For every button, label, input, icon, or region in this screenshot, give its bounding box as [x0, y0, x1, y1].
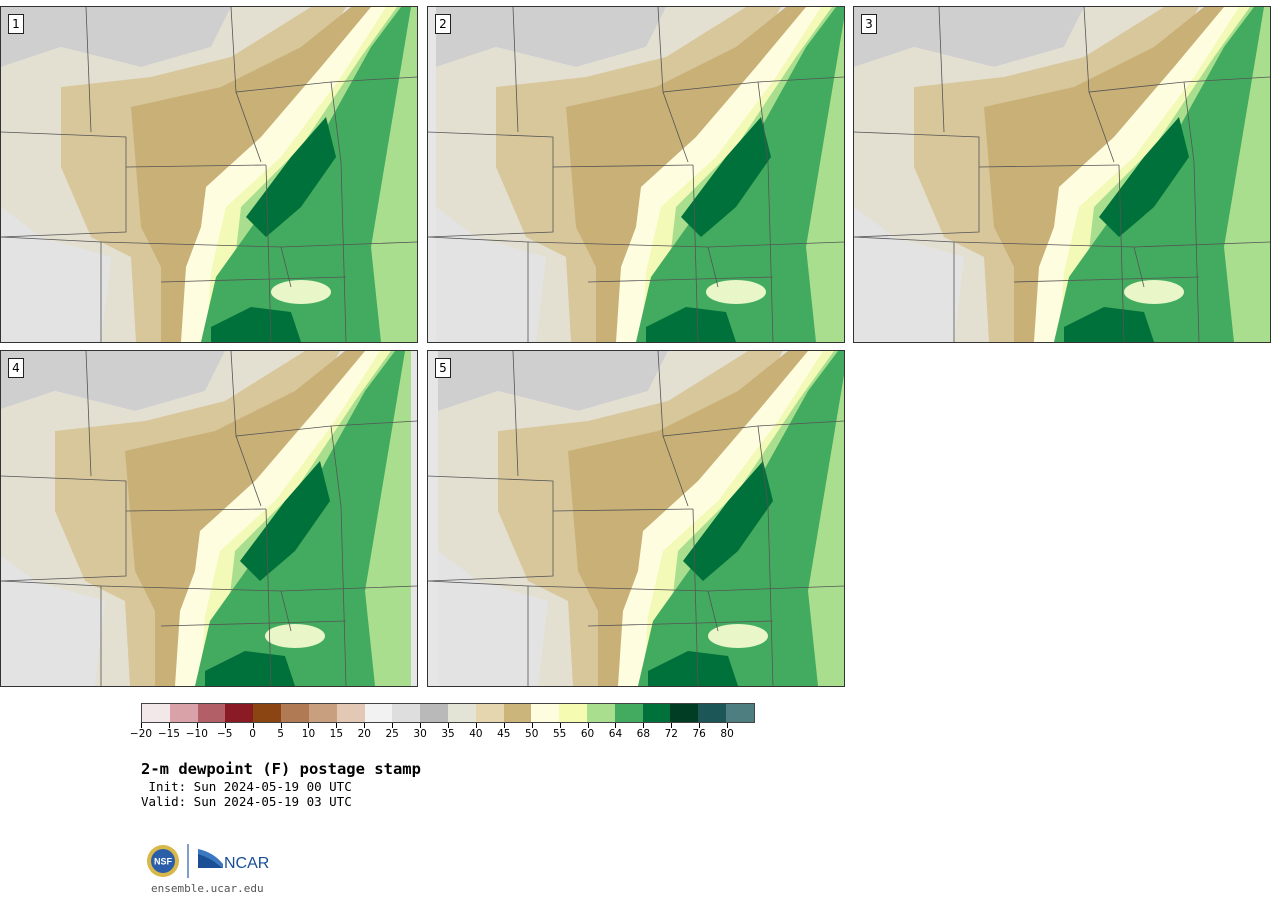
colorbar-tick: [671, 723, 673, 728]
panel-number: 1: [8, 14, 24, 34]
colorbar-swatch: [225, 704, 254, 722]
dewpoint-map-4: [1, 351, 417, 686]
colorbar-tick: [141, 723, 142, 728]
panel-number: 5: [435, 358, 451, 378]
colorbar-tick: [280, 723, 282, 728]
colorbar: [141, 703, 755, 723]
colorbar-swatch: [169, 704, 198, 722]
colorbar-swatch: [447, 704, 476, 722]
colorbar-tick: [196, 723, 198, 728]
colorbar-tick: [643, 723, 645, 728]
colorbar-tick: [475, 723, 477, 728]
colorbar-swatch: [253, 704, 282, 722]
website-url: ensemble.ucar.edu: [151, 882, 264, 895]
colorbar-tick: [252, 723, 254, 728]
colorbar-swatch: [587, 704, 615, 722]
colorbar-tick-label: 45: [497, 728, 511, 740]
colorbar-tick-label: 80: [720, 728, 734, 740]
colorbar-swatch: [531, 704, 560, 722]
ncar-text: NCAR: [224, 855, 269, 872]
colorbar-tick-label: 68: [636, 728, 651, 740]
colorbar-tick: [531, 723, 533, 728]
dewpoint-map-2: [428, 7, 844, 342]
colorbar-tick-label: 60: [580, 728, 595, 740]
init-time: Init: Sun 2024-05-19 00 UTC: [141, 779, 352, 794]
colorbar-swatch: [614, 704, 643, 722]
colorbar-tick-label: 40: [469, 728, 483, 740]
colorbar-swatch: [308, 704, 337, 722]
colorbar-swatch: [392, 704, 421, 722]
colorbar-tick-label: 72: [664, 728, 678, 740]
dewpoint-map-5: [428, 351, 844, 686]
colorbar-tick-label: 20: [357, 728, 371, 740]
colorbar-swatch: [670, 704, 699, 722]
colorbar-tick: [420, 723, 422, 728]
panel-number: 3: [861, 14, 877, 34]
nsf-ncar-logo: NSF NCAR: [147, 844, 269, 878]
panel-number: 4: [8, 358, 24, 378]
colorbar-tick-label: 15: [329, 728, 344, 740]
map-panel-5: 5: [427, 350, 845, 687]
colorbar-tick: [503, 723, 505, 728]
dewpoint-map-3: [854, 7, 1270, 342]
nsf-text: NSF: [154, 857, 173, 867]
colorbar-tick: [587, 723, 589, 728]
panel-number: 2: [435, 14, 451, 34]
colorbar-tick-label: −20: [129, 728, 153, 740]
colorbar-tick: [699, 723, 701, 728]
colorbar-tick: [727, 723, 729, 728]
colorbar-tick-label: 10: [301, 728, 316, 740]
colorbar-swatch: [559, 704, 587, 722]
colorbar-tick: [336, 723, 338, 728]
map-panel-4: 4: [0, 350, 418, 687]
colorbar-swatch: [503, 704, 532, 722]
colorbar-tick-label: −15: [157, 728, 180, 740]
colorbar-swatch: [698, 704, 727, 722]
colorbar-tick-label: 76: [692, 728, 706, 740]
colorbar-tick-label: 64: [608, 728, 623, 740]
colorbar-tick-label: −10: [185, 728, 208, 740]
plot-title: 2-m dewpoint (F) postage stamp: [141, 760, 421, 778]
map-panel-3: 3: [853, 6, 1271, 343]
colorbar-tick: [448, 723, 449, 728]
colorbar-tick-label: 50: [525, 728, 539, 740]
colorbar-tick: [364, 723, 366, 728]
colorbar-tick-label: −5: [216, 728, 233, 740]
map-panel-1: 1: [0, 6, 418, 343]
colorbar-tick-label: 55: [552, 728, 567, 740]
colorbar-tick: [615, 723, 617, 728]
colorbar-tick-label: 5: [277, 728, 284, 740]
colorbar-tick: [168, 723, 170, 728]
colorbar-swatch: [364, 704, 393, 722]
dewpoint-map-1: [1, 7, 417, 342]
colorbar-ticks: −20 −15 −10 −5 0 5 10 15 20 25 30 35 40 45 50 55 60 64 68 7…: [130, 723, 755, 743]
colorbar-tick: [392, 723, 394, 728]
colorbar-swatch: [420, 704, 448, 722]
colorbar-swatch: [475, 704, 504, 722]
colorbar-swatch: [642, 704, 671, 722]
colorbar-tick-label: 35: [441, 728, 455, 740]
colorbar-tick: [224, 723, 226, 728]
colorbar-swatch: [726, 704, 754, 722]
map-panel-2: 2: [427, 6, 845, 343]
colorbar-tick-label: 30: [413, 728, 427, 740]
colorbar-tick-label: 25: [385, 728, 399, 740]
colorbar-swatch: [281, 704, 309, 722]
colorbar-tick: [308, 723, 310, 728]
colorbar-tick: [559, 723, 561, 728]
colorbar-swatch: [197, 704, 226, 722]
colorbar-tick-label: 0: [249, 728, 256, 740]
colorbar-swatch: [336, 704, 365, 722]
valid-time: Valid: Sun 2024-05-19 03 UTC: [141, 794, 352, 809]
colorbar-swatch: [142, 704, 170, 722]
